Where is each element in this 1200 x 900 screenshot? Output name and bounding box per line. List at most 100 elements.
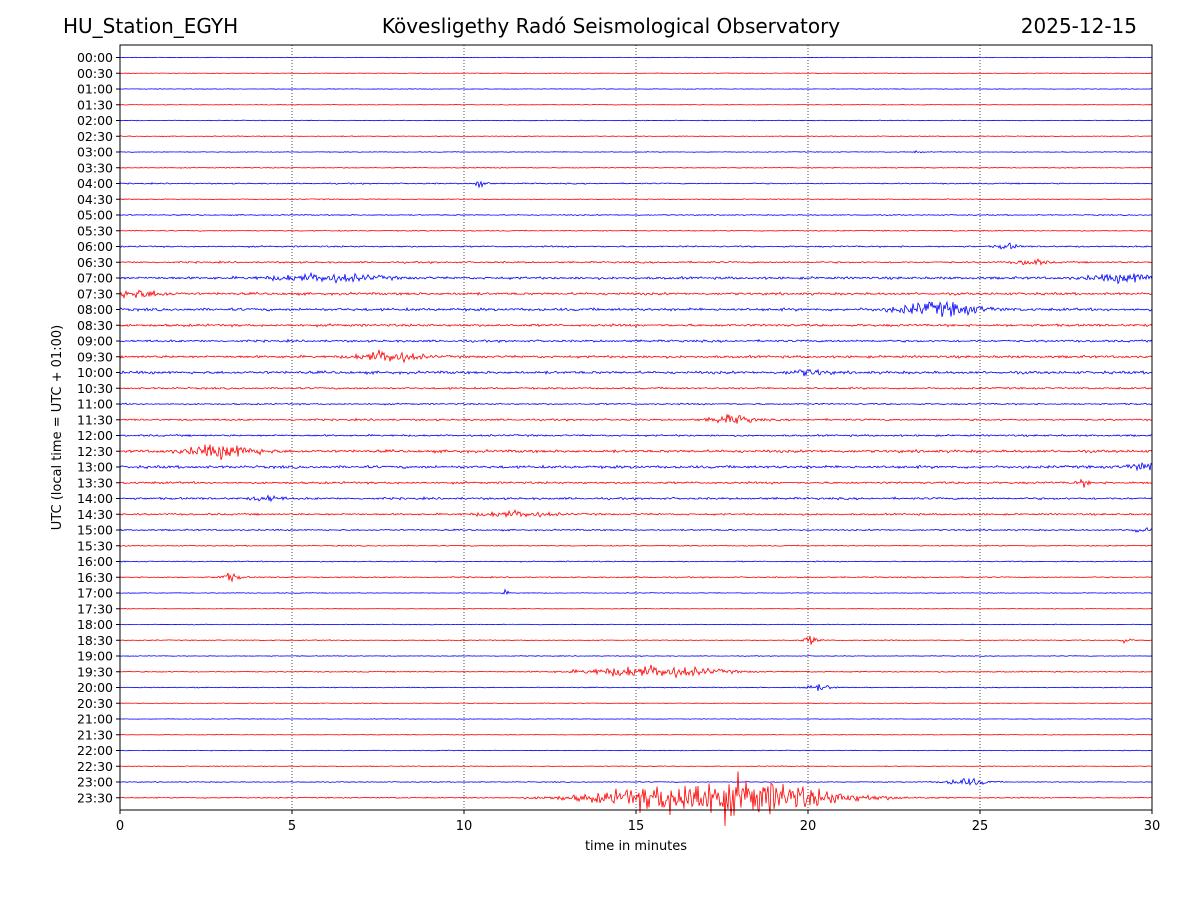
y-tick-label: 21:00 xyxy=(77,712,113,727)
x-tick-label: 0 xyxy=(116,819,124,834)
y-tick-label: 01:00 xyxy=(77,82,113,97)
x-axis-ticks: 0 5 10 15 20 25 30 xyxy=(116,810,1160,834)
y-tick-label: 23:00 xyxy=(77,775,113,790)
trace-1830 xyxy=(119,635,1153,645)
y-tick-label: 11:30 xyxy=(77,412,113,427)
trace-1430 xyxy=(119,508,1153,519)
x-tick-label: 5 xyxy=(288,819,296,834)
y-tick-label: 18:30 xyxy=(77,633,113,648)
trace-1300 xyxy=(119,462,1153,472)
y-axis-label: UTC (local time = UTC + 01:00) xyxy=(50,325,65,530)
y-tick-label: 22:30 xyxy=(77,759,113,774)
y-tick-label: 11:00 xyxy=(77,397,113,412)
y-tick-label: 20:30 xyxy=(77,696,113,711)
y-tick-label: 13:00 xyxy=(77,460,113,475)
y-tick-label: 22:00 xyxy=(77,743,113,758)
y-tick-label: 12:30 xyxy=(77,444,113,459)
y-tick-label: 14:30 xyxy=(77,507,113,522)
trace-0600 xyxy=(119,242,1153,250)
trace-2300 xyxy=(119,777,1153,787)
y-tick-label: 19:30 xyxy=(77,664,113,679)
y-tick-label: 09:30 xyxy=(77,349,113,364)
y-tick-label: 16:00 xyxy=(77,554,113,569)
trace-1700 xyxy=(119,588,1153,596)
y-tick-label: 14:00 xyxy=(77,491,113,506)
trace-1530 xyxy=(119,544,1153,547)
trace-1130 xyxy=(119,414,1153,424)
trace-1100 xyxy=(119,402,1153,406)
trace-0000 xyxy=(119,56,1153,59)
trace-2100 xyxy=(119,718,1153,720)
y-tick-label: 01:30 xyxy=(77,97,113,112)
trace-1030 xyxy=(119,386,1153,390)
y-tick-label: 08:30 xyxy=(77,318,113,333)
y-tick-label: 17:00 xyxy=(77,586,113,601)
y-tick-label: 10:00 xyxy=(77,365,113,380)
trace-0230 xyxy=(119,135,1153,138)
trace-1500 xyxy=(119,527,1153,533)
y-tick-label: 15:00 xyxy=(77,523,113,538)
trace-1730 xyxy=(120,607,1153,610)
trace-2230 xyxy=(119,765,1153,768)
chart-title: Kövesligethy Radó Seismological Observat… xyxy=(381,14,841,38)
trace-1800 xyxy=(119,623,1153,626)
y-tick-label: 05:30 xyxy=(77,223,113,238)
trace-0630 xyxy=(119,258,1153,266)
trace-1400 xyxy=(119,494,1153,503)
y-tick-label: 15:30 xyxy=(77,538,113,553)
y-tick-label: 19:00 xyxy=(77,649,113,664)
trace-2000 xyxy=(119,684,1153,691)
trace-0300 xyxy=(119,149,1153,154)
y-tick-label: 02:00 xyxy=(77,113,113,128)
trace-1930 xyxy=(119,664,1153,679)
trace-2030 xyxy=(119,702,1153,705)
trace-0930 xyxy=(119,349,1153,364)
x-tick-label: 25 xyxy=(972,819,989,834)
y-tick-label: 00:30 xyxy=(77,66,113,81)
y-tick-label: 10:30 xyxy=(77,381,113,396)
trace-2330 xyxy=(119,771,1153,827)
y-axis-ticks: 00:0000:3001:0001:3002:0002:3003:0003:30… xyxy=(77,50,120,805)
y-tick-label: 03:00 xyxy=(77,145,113,160)
trace-0030 xyxy=(119,72,1153,75)
grid-lines xyxy=(291,45,981,810)
trace-1000 xyxy=(119,368,1153,377)
trace-0400 xyxy=(119,180,1153,189)
trace-0500 xyxy=(119,213,1153,217)
trace-0130 xyxy=(119,103,1153,106)
station-name: HU_Station_EGYH xyxy=(63,14,239,38)
trace-1330 xyxy=(119,478,1153,488)
trace-2200 xyxy=(119,749,1153,752)
trace-0200 xyxy=(119,119,1153,122)
chart-date: 2025-12-15 xyxy=(1020,14,1137,38)
trace-0900 xyxy=(119,338,1153,344)
trace-0830 xyxy=(119,323,1153,328)
trace-0530 xyxy=(119,229,1153,232)
y-tick-label: 21:30 xyxy=(77,727,113,742)
x-tick-label: 10 xyxy=(456,819,473,834)
y-tick-label: 04:30 xyxy=(77,192,113,207)
y-tick-label: 03:30 xyxy=(77,160,113,175)
trace-1900 xyxy=(119,654,1153,657)
y-tick-label: 18:00 xyxy=(77,617,113,632)
trace-0700 xyxy=(119,271,1153,285)
trace-1600 xyxy=(119,560,1153,563)
y-tick-label: 20:00 xyxy=(77,680,113,695)
y-tick-label: 06:30 xyxy=(77,255,113,270)
x-tick-label: 20 xyxy=(800,819,817,834)
trace-0330 xyxy=(119,166,1153,169)
trace-0100 xyxy=(119,88,1153,90)
y-tick-label: 02:30 xyxy=(77,129,113,144)
y-tick-label: 09:00 xyxy=(77,334,113,349)
y-tick-label: 17:30 xyxy=(77,601,113,616)
x-axis-label: time in minutes xyxy=(585,839,687,854)
y-tick-label: 07:30 xyxy=(77,286,113,301)
x-tick-label: 30 xyxy=(1144,819,1161,834)
y-tick-label: 07:00 xyxy=(77,271,113,286)
y-tick-label: 00:00 xyxy=(77,50,113,65)
y-tick-label: 16:30 xyxy=(77,570,113,585)
x-tick-label: 15 xyxy=(628,819,645,834)
y-tick-label: 05:00 xyxy=(77,208,113,223)
trace-0430 xyxy=(119,198,1153,201)
